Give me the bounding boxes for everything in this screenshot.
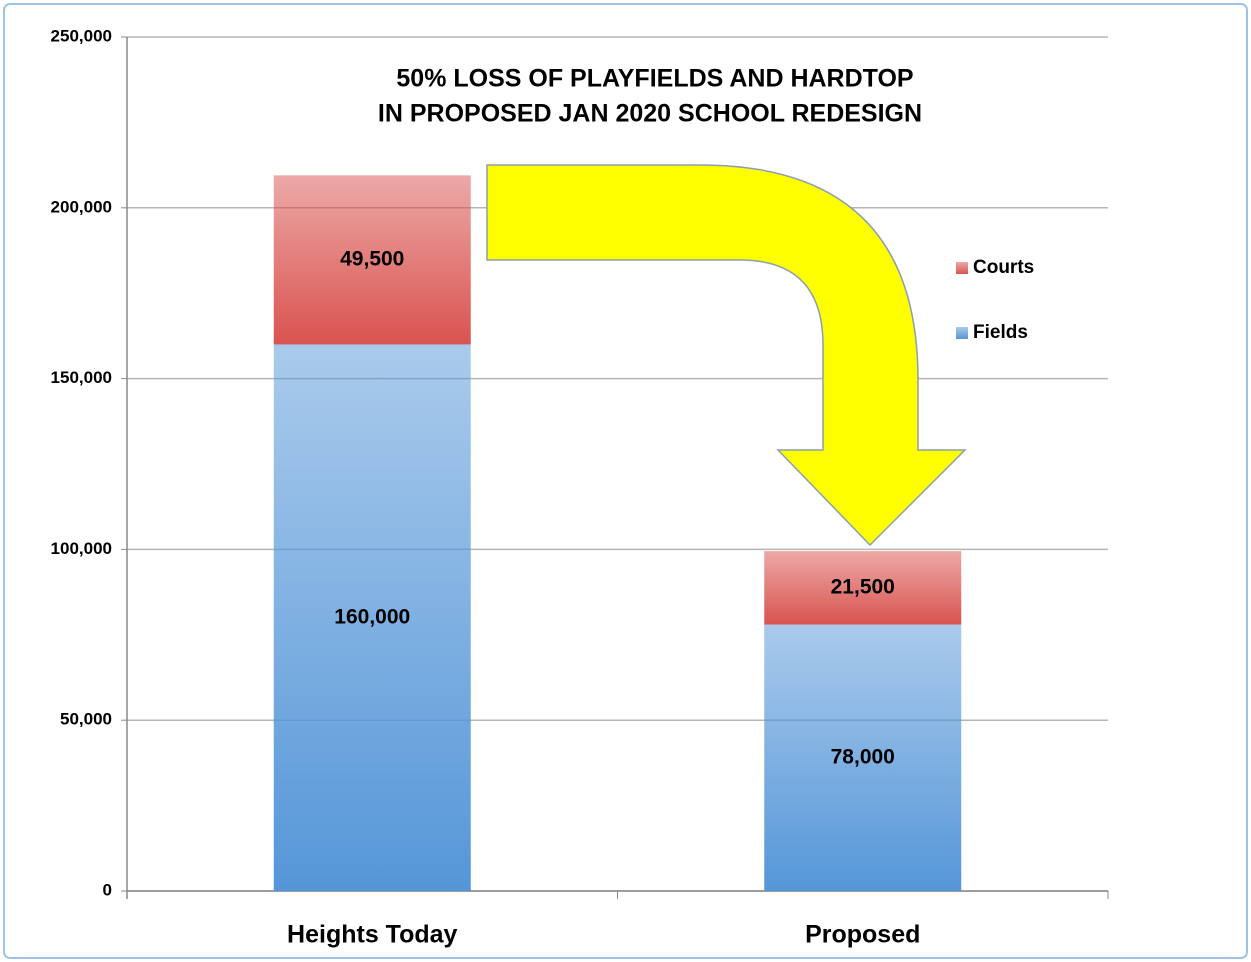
bar-segment: [764, 624, 962, 891]
value-label: 21,500: [831, 575, 895, 598]
y-tick-label: 150,000: [51, 368, 112, 387]
value-label: 49,500: [340, 247, 404, 270]
value-label: 160,000: [334, 605, 410, 628]
x-tick-label: Proposed: [805, 921, 920, 949]
arrow: [486, 164, 967, 547]
y-tick-label: 200,000: [51, 197, 112, 216]
legend-label: Courts: [973, 257, 1034, 278]
bar-segment: [764, 551, 962, 625]
y-tick-label: 50,000: [60, 710, 112, 729]
bar-segment: [273, 344, 471, 891]
chart-frame: [3, 3, 1248, 959]
legend-swatch: [956, 262, 968, 274]
x-tick-label: Heights Today: [287, 921, 457, 949]
chart-title: 50% LOSS OF PLAYFIELDS AND HARDTOP: [396, 65, 913, 93]
y-tick-label: 0: [103, 880, 112, 899]
legend-label: Fields: [973, 322, 1028, 343]
value-label: 78,000: [831, 745, 895, 768]
y-tick-label: 250,000: [51, 26, 112, 45]
chart-title: IN PROPOSED JAN 2020 SCHOOL REDESIGN: [378, 100, 922, 128]
y-tick-label: 100,000: [51, 539, 112, 558]
legend-swatch: [956, 327, 968, 339]
bar-segment: [273, 175, 471, 345]
